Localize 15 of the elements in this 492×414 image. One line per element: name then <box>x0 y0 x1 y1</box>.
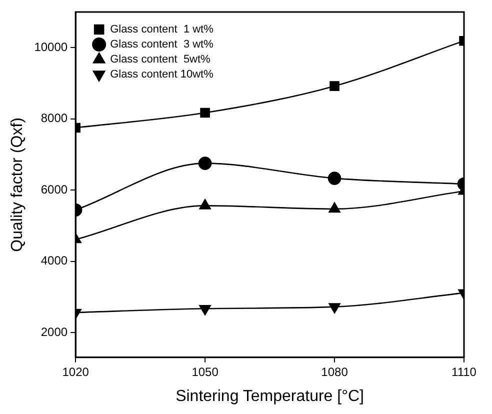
y-tick-label: 8000 <box>40 111 68 126</box>
legend-label: Glass content 5wt% <box>110 54 211 66</box>
legend-label: Glass content 1 wt% <box>110 24 214 36</box>
legend-label: Glass content 3 wt% <box>110 38 214 51</box>
y-axis-title: Quality factor (Qxf) <box>9 118 26 252</box>
x-tick-label: 1110 <box>452 364 477 379</box>
y-tick-label: 4000 <box>40 254 68 268</box>
y-tick-label: 10000 <box>34 40 68 54</box>
legend-label: Glass content 10wt% <box>110 68 214 81</box>
y-tick-label: 2000 <box>40 324 68 339</box>
y-tick-label: 6000 <box>40 182 68 196</box>
x-tick-label: 1020 <box>62 364 90 379</box>
x-tick-label: 1080 <box>321 364 348 379</box>
x-axis-title: Sintering Temperature [°C] <box>176 388 364 405</box>
x-tick-label: 1050 <box>192 364 219 379</box>
